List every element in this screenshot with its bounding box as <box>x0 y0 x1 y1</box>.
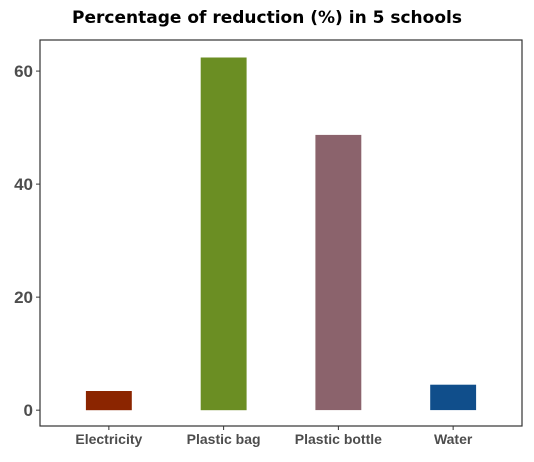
plot-panel <box>39 39 523 427</box>
x-tick-label: Plastic bag <box>187 431 261 447</box>
y-tick-label: 40 <box>14 175 33 194</box>
x-tick-label: Water <box>434 431 473 447</box>
bar-water <box>430 384 477 411</box>
y-tick-label: 0 <box>24 401 33 420</box>
bar-plastic-bottle <box>315 134 362 411</box>
x-tick-label: Electricity <box>75 431 142 447</box>
chart-title: Percentage of reduction (%) in 5 schools <box>72 8 462 28</box>
bar-plastic-bag <box>200 57 247 411</box>
bar-electricity <box>85 391 132 411</box>
x-tick-label: Plastic bottle <box>295 431 382 447</box>
y-tick-label: 20 <box>14 288 33 307</box>
y-tick-label: 60 <box>14 62 33 81</box>
